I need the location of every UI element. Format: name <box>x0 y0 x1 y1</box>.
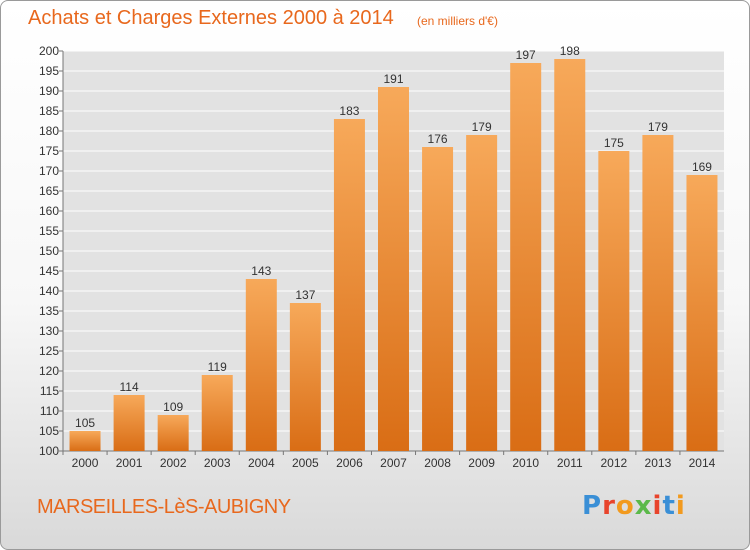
x-tick-label: 2001 <box>116 456 143 470</box>
bar-2006 <box>333 119 365 451</box>
bar-2012 <box>598 151 630 451</box>
y-tick-label: 195 <box>39 64 59 78</box>
bar-value-label: 175 <box>604 136 624 150</box>
bar-value-label: 183 <box>339 104 359 118</box>
bar-value-label: 105 <box>75 416 95 430</box>
logo-letter: P <box>582 491 603 521</box>
x-tick-label: 2002 <box>160 456 187 470</box>
bar-2010 <box>510 63 542 451</box>
y-tick-label: 100 <box>39 444 59 458</box>
bar-2009 <box>466 135 498 451</box>
logo-letter: o <box>615 491 635 521</box>
bar-value-label: 143 <box>251 264 271 278</box>
y-tick-label: 110 <box>40 404 59 418</box>
logo-letter: r <box>602 491 616 521</box>
bar-2003 <box>201 375 233 451</box>
y-tick-label: 170 <box>39 164 59 178</box>
y-axis-ticks: 100 105 110 115 120 125 130 135 140 145 150 155 160 1… <box>39 44 724 458</box>
city-name: MARSEILLES-LèS-AUBIGNY <box>37 496 291 518</box>
y-tick-label: 130 <box>39 324 59 338</box>
bar-2002 <box>157 415 189 451</box>
y-tick-label: 120 <box>39 364 59 378</box>
bar-value-label: 114 <box>120 380 139 394</box>
bar-value-label: 119 <box>208 360 227 374</box>
bar-chart: 100 105 110 115 120 125 130 135 140 145 150 155 160 1… <box>39 44 724 470</box>
y-tick-label: 165 <box>39 184 59 198</box>
y-tick-label: 160 <box>39 204 59 218</box>
bar-value-label: 198 <box>560 44 580 58</box>
x-tick-label: 2012 <box>600 456 627 470</box>
bar-2000 <box>69 431 101 451</box>
y-tick-label: 190 <box>39 84 59 98</box>
x-tick-label: 2006 <box>336 456 363 470</box>
bar-value-label: 179 <box>648 120 668 134</box>
y-tick-label: 200 <box>39 44 59 58</box>
x-tick-label: 2010 <box>512 456 539 470</box>
bar-value-label: 137 <box>295 288 315 302</box>
bar-value-label: 179 <box>472 120 492 134</box>
bar-2008 <box>422 147 454 451</box>
bar-value-label: 109 <box>163 400 183 414</box>
x-tick-label: 2005 <box>292 456 319 470</box>
x-tick-label: 2011 <box>557 456 583 470</box>
logo-letter: x <box>634 491 653 521</box>
bar-value-label: 169 <box>692 160 712 174</box>
y-tick-label: 135 <box>39 304 59 318</box>
bar-value-label: 191 <box>383 72 403 86</box>
x-tick-label: 2000 <box>72 456 99 470</box>
proxiti-logo: Proxiti <box>582 491 686 521</box>
x-tick-label: 2013 <box>645 456 672 470</box>
y-tick-label: 180 <box>39 124 59 138</box>
bar-2007 <box>378 87 409 451</box>
y-tick-label: 115 <box>40 384 59 398</box>
y-tick-label: 155 <box>39 224 59 238</box>
logo-letter: i <box>652 491 663 521</box>
x-axis-ticks: 2000 2001 2002 2003 2004 2005 2006 2007 2008 2009… <box>62 451 716 470</box>
chart-subtitle: (en milliers d'€) <box>417 14 498 28</box>
bar-value-label: 176 <box>428 132 448 146</box>
bar-2011 <box>554 59 586 451</box>
y-tick-label: 150 <box>39 244 59 258</box>
bars: 105 114 109 119 143 137 183 191 176 179 197 198 175 1… <box>69 44 718 451</box>
bar-2014 <box>686 175 718 451</box>
logo-letter: t <box>662 491 676 521</box>
x-tick-label: 2004 <box>248 456 275 470</box>
chart-title: Achats et Charges Externes 2000 à 2014 <box>28 7 394 29</box>
bar-value-label: 197 <box>516 48 536 62</box>
bar-2005 <box>289 303 321 451</box>
y-tick-label: 140 <box>39 284 59 298</box>
x-tick-label: 2003 <box>204 456 231 470</box>
logo-letter: i <box>675 491 686 521</box>
y-tick-label: 175 <box>39 144 59 158</box>
bar-2013 <box>642 135 674 451</box>
bar-2004 <box>245 279 277 451</box>
y-tick-label: 145 <box>39 264 59 278</box>
y-tick-label: 185 <box>39 104 59 118</box>
bar-2001 <box>113 395 145 451</box>
x-tick-label: 2007 <box>380 456 407 470</box>
x-tick-label: 2008 <box>424 456 451 470</box>
y-tick-label: 125 <box>39 344 59 358</box>
y-tick-label: 105 <box>39 424 59 438</box>
x-tick-label: 2009 <box>468 456 495 470</box>
x-tick-label: 2014 <box>689 456 716 470</box>
